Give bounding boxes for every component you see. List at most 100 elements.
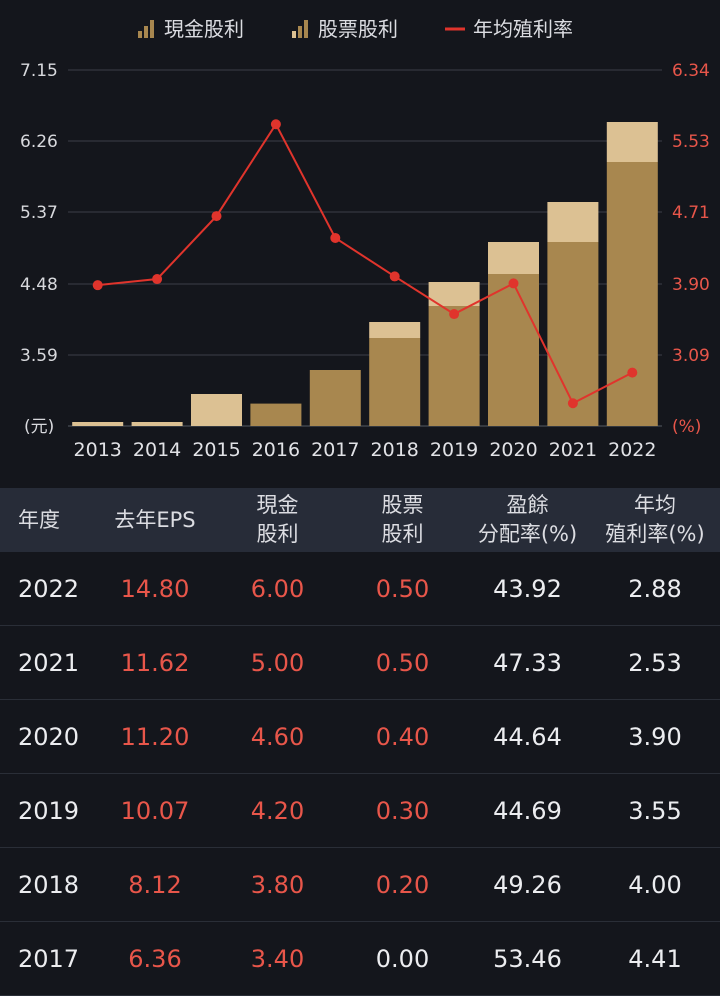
header-year: 年度 bbox=[0, 506, 95, 535]
table-row[interactable]: 2022 14.80 6.00 0.50 43.92 2.88 bbox=[0, 552, 720, 626]
header-year-label: 年度 bbox=[18, 507, 60, 532]
x-tick-label: 2021 bbox=[549, 439, 597, 461]
bar-stock-dividend bbox=[369, 322, 421, 338]
left-tick-label: 5.37 bbox=[20, 203, 58, 223]
cell-yield: 2.53 bbox=[628, 648, 682, 677]
header-yield-line1: 年均 bbox=[634, 493, 676, 517]
left-tick-label: 4.48 bbox=[20, 275, 58, 295]
cell-year: 2018 bbox=[18, 870, 80, 899]
left-tick-label: 6.26 bbox=[20, 132, 58, 152]
yield-line bbox=[97, 122, 633, 405]
table-row[interactable]: 2018 8.12 3.80 0.20 49.26 4.00 bbox=[0, 848, 720, 922]
cell-yield: 4.41 bbox=[628, 944, 682, 973]
legend-yield-label: 年均殖利率 bbox=[473, 17, 573, 41]
legend-cash-dividend-label: 現金股利 bbox=[164, 17, 244, 41]
cell-payout: 44.69 bbox=[493, 796, 562, 825]
yield-point bbox=[270, 119, 281, 130]
bar-stock-dividend bbox=[131, 422, 183, 426]
right-tick-label: 3.90 bbox=[672, 275, 710, 295]
cell-payout: 53.46 bbox=[493, 944, 562, 973]
bar-stock-dividend bbox=[547, 202, 599, 242]
yield-point bbox=[627, 367, 638, 378]
header-eps-label: 去年EPS bbox=[114, 507, 196, 532]
cell-eps: 14.80 bbox=[120, 574, 190, 603]
dividend-chart: 7.15 6.26 5.37 4.48 3.59 6.34 5.53 4.71 3.90 3.09… bbox=[0, 0, 720, 488]
left-unit-label: (元) bbox=[24, 417, 54, 437]
bar-cash-dividend bbox=[488, 274, 539, 426]
right-tick-label: 5.53 bbox=[672, 132, 710, 152]
cell-eps: 8.12 bbox=[128, 870, 182, 899]
table-row[interactable]: 2017 6.36 3.40 0.00 53.46 4.41 bbox=[0, 922, 720, 996]
yield-point bbox=[449, 309, 460, 320]
cell-eps: 6.36 bbox=[128, 944, 182, 973]
header-payout-line1: 盈餘 bbox=[506, 493, 549, 517]
yield-point bbox=[567, 398, 578, 409]
legend-cash-dividend-icon bbox=[138, 31, 142, 38]
right-tick-label: 3.09 bbox=[672, 346, 710, 366]
x-tick-label: 2020 bbox=[489, 439, 537, 461]
cell-stock: 0.40 bbox=[375, 722, 430, 751]
x-tick-label: 2018 bbox=[371, 439, 419, 461]
cell-stock: 0.50 bbox=[375, 574, 430, 603]
cell-yield: 3.90 bbox=[628, 722, 682, 751]
cell-yield: 3.55 bbox=[628, 796, 682, 825]
cell-stock: 0.30 bbox=[375, 796, 430, 825]
table-row[interactable]: 2020 11.20 4.60 0.40 44.64 3.90 bbox=[0, 700, 720, 774]
yield-point bbox=[389, 271, 400, 282]
cell-stock: 0.50 bbox=[375, 648, 430, 677]
cell-stock: 0.20 bbox=[375, 870, 430, 899]
table-header: 年度 去年EPS 現金 股利 股票 股利 盈餘 分配率(%) 年均 殖利率(%) bbox=[0, 488, 720, 552]
yield-point bbox=[508, 278, 519, 289]
cell-payout: 49.26 bbox=[493, 870, 562, 899]
left-tick-label: 7.15 bbox=[20, 61, 58, 81]
chart-svg: 7.15 6.26 5.37 4.48 3.59 6.34 5.53 4.71 3.90 3.09… bbox=[20, 17, 710, 461]
cell-year: 2022 bbox=[18, 574, 80, 603]
header-yield: 年均 殖利率(%) bbox=[590, 491, 720, 549]
bar-cash-dividend bbox=[428, 306, 480, 426]
header-eps: 去年EPS bbox=[95, 506, 215, 535]
x-tick-label: 2016 bbox=[252, 439, 300, 461]
x-tick-label: 2022 bbox=[608, 439, 656, 461]
bar-cash-dividend bbox=[369, 338, 421, 426]
left-tick-label: 3.59 bbox=[20, 346, 58, 366]
header-payout-line2: 分配率(%) bbox=[477, 522, 578, 546]
legend-stock-dividend-icon bbox=[292, 31, 296, 38]
legend-cash-dividend-icon bbox=[150, 20, 154, 38]
bar-stock-dividend bbox=[488, 242, 539, 274]
x-tick-label: 2014 bbox=[133, 439, 181, 461]
cell-cash: 4.20 bbox=[250, 796, 305, 825]
cell-payout: 47.33 bbox=[493, 648, 562, 677]
header-cash-dividend: 現金 股利 bbox=[215, 491, 340, 549]
right-tick-label: 6.34 bbox=[672, 61, 710, 81]
header-stock-line1: 股票 bbox=[381, 493, 424, 517]
right-unit-label: (%) bbox=[672, 417, 701, 437]
cell-eps: 10.07 bbox=[120, 796, 190, 825]
header-yield-line2: 殖利率(%) bbox=[605, 522, 705, 546]
cell-stock: 0.00 bbox=[375, 944, 430, 973]
cell-cash: 5.00 bbox=[250, 648, 305, 677]
cell-payout: 44.64 bbox=[493, 722, 562, 751]
cell-yield: 2.88 bbox=[628, 574, 682, 603]
yield-point bbox=[152, 274, 163, 285]
bar-stock-dividend bbox=[428, 282, 480, 306]
legend-stock-dividend-label: 股票股利 bbox=[318, 17, 398, 41]
cell-year: 2020 bbox=[18, 722, 80, 751]
bar-cash-dividend bbox=[606, 162, 658, 426]
x-tick-label: 2013 bbox=[74, 439, 122, 461]
dividend-table: 年度 去年EPS 現金 股利 股票 股利 盈餘 分配率(%) 年均 殖利率(%)… bbox=[0, 488, 720, 996]
x-tick-label: 2019 bbox=[430, 439, 478, 461]
legend-cash-dividend-icon bbox=[144, 26, 148, 38]
bar-stock-dividend bbox=[191, 394, 242, 426]
yield-point bbox=[330, 232, 341, 243]
yield-point bbox=[92, 280, 103, 291]
header-stock-dividend: 股票 股利 bbox=[340, 491, 465, 549]
cell-cash: 6.00 bbox=[250, 574, 305, 603]
table-row[interactable]: 2019 10.07 4.20 0.30 44.69 3.55 bbox=[0, 774, 720, 848]
x-tick-label: 2017 bbox=[311, 439, 359, 461]
table-row[interactable]: 2021 11.62 5.00 0.50 47.33 2.53 bbox=[0, 626, 720, 700]
header-stock-line2: 股利 bbox=[381, 522, 424, 546]
cell-year: 2019 bbox=[18, 796, 80, 825]
cell-eps: 11.62 bbox=[120, 648, 190, 677]
cell-year: 2021 bbox=[18, 648, 80, 677]
right-tick-label: 4.71 bbox=[672, 203, 710, 223]
